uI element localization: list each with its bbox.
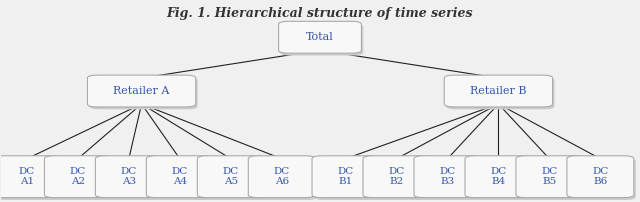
Text: DC
B2: DC B2	[388, 167, 404, 186]
Text: DC
B5: DC B5	[541, 167, 557, 186]
FancyBboxPatch shape	[414, 156, 481, 198]
FancyBboxPatch shape	[516, 156, 583, 198]
Text: Fig. 1. Hierarchical structure of time series: Fig. 1. Hierarchical structure of time s…	[167, 7, 473, 20]
Text: DC
B4: DC B4	[490, 167, 506, 186]
Text: DC
A5: DC A5	[223, 167, 239, 186]
FancyBboxPatch shape	[569, 158, 636, 200]
Text: DC
A4: DC A4	[172, 167, 188, 186]
FancyBboxPatch shape	[365, 158, 432, 200]
Text: DC
A3: DC A3	[121, 167, 137, 186]
FancyBboxPatch shape	[465, 156, 532, 198]
FancyBboxPatch shape	[444, 75, 552, 107]
FancyBboxPatch shape	[197, 156, 264, 198]
Text: Total: Total	[306, 32, 334, 42]
FancyBboxPatch shape	[280, 24, 364, 56]
FancyBboxPatch shape	[446, 78, 554, 109]
FancyBboxPatch shape	[363, 156, 430, 198]
FancyBboxPatch shape	[416, 158, 483, 200]
Text: DC
A6: DC A6	[274, 167, 290, 186]
FancyBboxPatch shape	[250, 158, 317, 200]
FancyBboxPatch shape	[46, 158, 113, 200]
FancyBboxPatch shape	[199, 158, 266, 200]
FancyBboxPatch shape	[0, 156, 60, 198]
FancyBboxPatch shape	[467, 158, 534, 200]
FancyBboxPatch shape	[312, 156, 379, 198]
FancyBboxPatch shape	[44, 156, 111, 198]
FancyBboxPatch shape	[147, 156, 213, 198]
Text: DC
B1: DC B1	[337, 167, 354, 186]
FancyBboxPatch shape	[95, 156, 163, 198]
Text: DC
A2: DC A2	[70, 167, 86, 186]
Text: Retailer B: Retailer B	[470, 86, 527, 96]
FancyBboxPatch shape	[0, 158, 62, 200]
FancyBboxPatch shape	[314, 158, 381, 200]
FancyBboxPatch shape	[278, 21, 362, 53]
Text: DC
B3: DC B3	[439, 167, 456, 186]
FancyBboxPatch shape	[97, 158, 164, 200]
FancyBboxPatch shape	[90, 78, 198, 109]
Text: Retailer A: Retailer A	[113, 86, 170, 96]
FancyBboxPatch shape	[567, 156, 634, 198]
FancyBboxPatch shape	[248, 156, 316, 198]
Text: DC
A1: DC A1	[19, 167, 35, 186]
Text: DC
B6: DC B6	[592, 167, 609, 186]
FancyBboxPatch shape	[88, 75, 196, 107]
FancyBboxPatch shape	[518, 158, 585, 200]
FancyBboxPatch shape	[148, 158, 215, 200]
